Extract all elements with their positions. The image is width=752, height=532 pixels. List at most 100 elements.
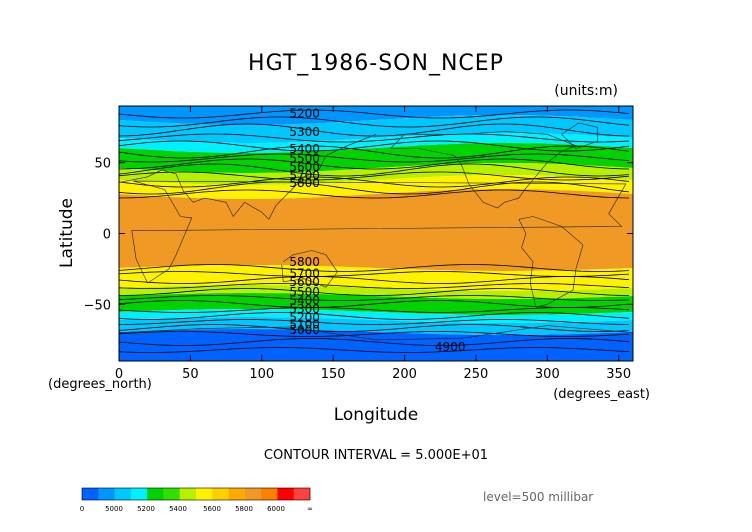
colorbar-swatch xyxy=(130,488,148,500)
contour-band xyxy=(119,329,633,361)
y-axis-ticks: −50 0 50 xyxy=(84,157,633,313)
x-axis-label: Longitude xyxy=(334,405,419,425)
contour-line xyxy=(118,283,630,289)
contour-line xyxy=(118,312,630,320)
x-tick-label: 50 xyxy=(182,367,199,382)
level-text: level=500 millibar xyxy=(483,490,593,504)
contour-line xyxy=(118,271,630,277)
colorbar-tick-label: 5600 xyxy=(203,505,221,513)
contour-label: 5600 xyxy=(289,275,320,289)
contour-label: 5000 xyxy=(289,323,320,337)
contour-line xyxy=(118,288,630,296)
y-tick-label: −50 xyxy=(84,298,111,313)
coastline xyxy=(118,134,377,220)
contour-label: 5400 xyxy=(289,142,320,156)
contour-label: 5700 xyxy=(289,266,320,280)
contour-label: 5800 xyxy=(289,176,320,190)
colorbar-tick-label: 5800 xyxy=(235,505,253,513)
contour-line xyxy=(118,133,630,143)
contour-line xyxy=(118,140,630,152)
contour-label: 5500 xyxy=(289,152,320,166)
x-tick-label: 100 xyxy=(249,367,274,382)
colorbar-tick-label: 5400 xyxy=(169,505,187,513)
units-label: (units:m) xyxy=(554,83,618,99)
contour-line xyxy=(118,163,630,177)
contour-line xyxy=(118,158,630,170)
contour-line xyxy=(118,324,630,332)
coastline xyxy=(281,250,338,288)
contour-label: 5500 xyxy=(289,285,320,299)
contour-band xyxy=(119,106,633,125)
contour-band xyxy=(119,143,633,173)
contour-band xyxy=(119,133,633,153)
x-tick-label: 200 xyxy=(392,367,417,382)
colorbar-swatch xyxy=(244,488,262,500)
contour-lines xyxy=(118,109,630,353)
contour-line xyxy=(118,189,630,199)
y-axis-label: Latitude xyxy=(57,198,77,268)
contour-band xyxy=(119,115,633,143)
contour-line xyxy=(118,176,630,188)
contour-line xyxy=(119,319,630,325)
x-tick-label: 0 xyxy=(115,367,123,382)
contour-line xyxy=(118,181,630,195)
x-axis-ticks: 0 50 100 150 200 250 300 350 xyxy=(115,106,631,382)
contour-fill-bands xyxy=(119,106,633,361)
contour-line xyxy=(118,331,630,337)
colorbar-swatch xyxy=(163,488,181,500)
x-unit-label: (degrees_east) xyxy=(553,387,650,402)
contour-line xyxy=(118,300,630,308)
contour-label: 5700 xyxy=(289,169,320,183)
colorbar-swatch xyxy=(293,488,311,500)
colorbar-tick-label: 5200 xyxy=(137,505,155,513)
contour-line xyxy=(118,109,630,119)
colorbar-tick-label: 5000 xyxy=(105,505,123,513)
contour-band xyxy=(119,175,633,199)
coastline xyxy=(518,216,584,308)
colorbar-swatch xyxy=(277,488,295,500)
contour-label: 5300 xyxy=(289,125,320,139)
colorbar-swatch xyxy=(228,488,246,500)
contour-line xyxy=(118,307,630,313)
coastline-outlines xyxy=(118,122,634,341)
contour-line xyxy=(118,153,630,163)
colorbar-tick-label: ∞ xyxy=(307,505,313,513)
contour-label: 5100 xyxy=(289,317,320,331)
colorbar-tick-label: 6000 xyxy=(267,505,285,513)
contour-line xyxy=(118,123,630,137)
contour-line xyxy=(118,116,630,128)
contour-line xyxy=(118,338,630,346)
coastline xyxy=(561,122,598,149)
x-tick-label: 350 xyxy=(606,367,631,382)
colorbar: 0 5000 5200 5400 5600 5800 6000 ∞ xyxy=(80,487,313,513)
colorbar-frame xyxy=(81,487,311,501)
x-tick-label: 300 xyxy=(535,367,560,382)
contour-band xyxy=(119,317,633,335)
x-tick-label: 150 xyxy=(321,367,346,382)
contour-label: 4900 xyxy=(435,340,466,354)
contour-label: 5300 xyxy=(289,302,320,316)
coastline xyxy=(390,131,577,209)
contour-label: 5200 xyxy=(289,106,320,120)
contour-band xyxy=(119,189,633,271)
x-tick-label: 250 xyxy=(464,367,489,382)
contour-label: 5800 xyxy=(289,255,320,269)
colorbar-swatch xyxy=(212,488,229,500)
coastline xyxy=(118,325,634,341)
y-unit-label: (degrees_north) xyxy=(48,377,152,392)
y-tick-label: 0 xyxy=(103,228,111,243)
colorbar-swatch xyxy=(196,488,213,500)
contour-label: 5600 xyxy=(289,160,320,174)
contour-line xyxy=(118,347,630,353)
colorbar-swatch xyxy=(179,488,197,500)
contour-line xyxy=(118,276,630,284)
colorbar-swatch xyxy=(261,488,278,500)
colorbar-tick-label: 0 xyxy=(80,505,84,513)
contour-line xyxy=(118,295,630,301)
contour-line xyxy=(118,171,630,181)
colorbar-swatch xyxy=(98,488,115,500)
contour-label: 5200 xyxy=(289,310,320,324)
coastline xyxy=(131,180,627,284)
contour-label: 5400 xyxy=(289,293,320,307)
